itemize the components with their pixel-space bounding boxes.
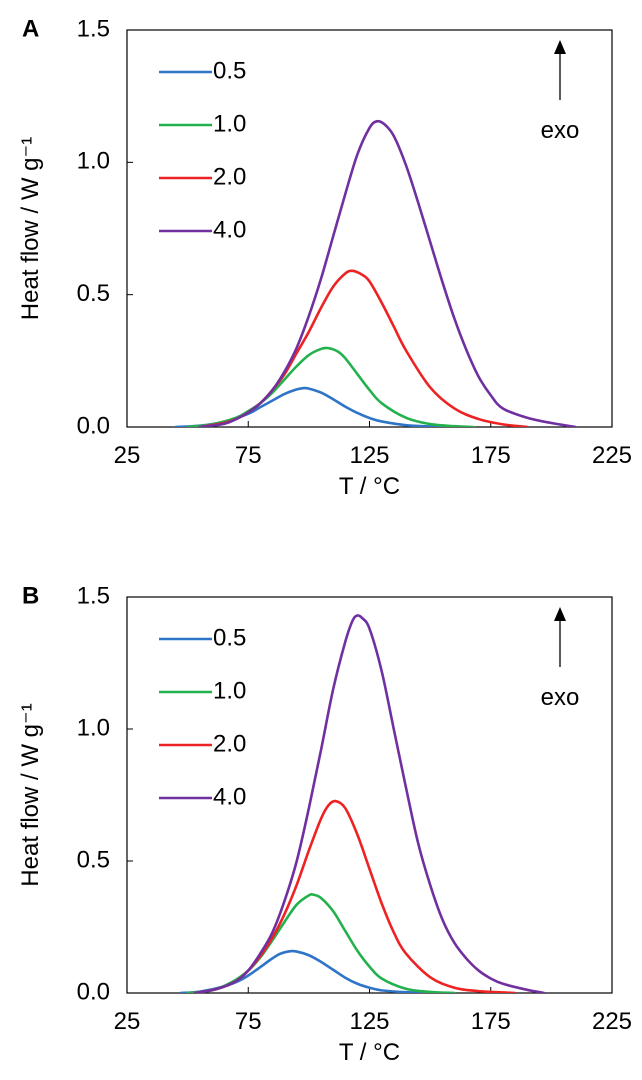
y-tick-label: 1.5 bbox=[77, 582, 110, 609]
exo-annotation: exo bbox=[541, 117, 580, 144]
x-axis-title: T / °C bbox=[339, 1039, 400, 1066]
panel-label: B bbox=[22, 582, 39, 609]
y-tick-label: 1.0 bbox=[77, 714, 110, 741]
x-tick-label: 175 bbox=[471, 1008, 511, 1035]
chart-panel-a: A 0.0 0.5 1.0 1.5 25 75 125 175 225 T / °C Heat flo… bbox=[17, 15, 632, 500]
legend-label-0-5: 0.5 bbox=[213, 624, 246, 651]
y-tick-label: 1.0 bbox=[77, 148, 110, 175]
legend-label-1-0: 1.0 bbox=[213, 110, 246, 137]
x-axis-title: T / °C bbox=[339, 473, 400, 500]
series-line-2-0 bbox=[193, 799, 517, 993]
y-tick-label: 0.5 bbox=[77, 846, 110, 873]
series-line-4-0 bbox=[193, 614, 546, 993]
x-tick-label: 25 bbox=[114, 442, 141, 469]
legend-label-4-0: 4.0 bbox=[213, 216, 246, 243]
legend-label-2-0: 2.0 bbox=[213, 730, 246, 757]
series-line-1-0 bbox=[186, 892, 456, 993]
chart-panel-b: B 0.0 0.5 1.0 1.5 25 75 125 175 225 T / °C Heat flo… bbox=[17, 582, 632, 1066]
x-tick-label: 125 bbox=[349, 442, 389, 469]
y-axis-title: Heat flow / W g⁻¹ bbox=[17, 703, 44, 886]
x-tick-label: 25 bbox=[114, 1008, 141, 1035]
legend-label-2-0: 2.0 bbox=[213, 163, 246, 190]
exo-arrow-head bbox=[554, 607, 566, 621]
series-line-0-5 bbox=[179, 949, 427, 993]
series-group bbox=[179, 614, 546, 993]
legend-label-4-0: 4.0 bbox=[213, 783, 246, 810]
y-tick-label: 0.0 bbox=[77, 978, 110, 1005]
legend-label-1-0: 1.0 bbox=[213, 677, 246, 704]
exo-arrow-head bbox=[554, 40, 566, 54]
exo-annotation: exo bbox=[541, 684, 580, 711]
panel-label: A bbox=[22, 15, 39, 42]
x-tick-label: 225 bbox=[592, 1008, 632, 1035]
y-tick-label: 1.5 bbox=[77, 15, 110, 42]
series-group bbox=[174, 119, 577, 427]
x-tick-label: 175 bbox=[471, 442, 511, 469]
x-tick-label: 75 bbox=[235, 442, 262, 469]
series-line-4-0 bbox=[198, 119, 577, 427]
legend-label-0-5: 0.5 bbox=[213, 57, 246, 84]
x-tick-label: 225 bbox=[592, 442, 632, 469]
x-tick-label: 125 bbox=[349, 1008, 389, 1035]
series-line-2-0 bbox=[198, 269, 529, 427]
plot-frame bbox=[126, 29, 613, 428]
plot-frame bbox=[126, 596, 613, 994]
x-tick-label: 75 bbox=[235, 1008, 262, 1035]
y-tick-label: 0.0 bbox=[77, 412, 110, 439]
y-axis-title: Heat flow / W g⁻¹ bbox=[17, 137, 44, 320]
y-tick-label: 0.5 bbox=[77, 280, 110, 307]
